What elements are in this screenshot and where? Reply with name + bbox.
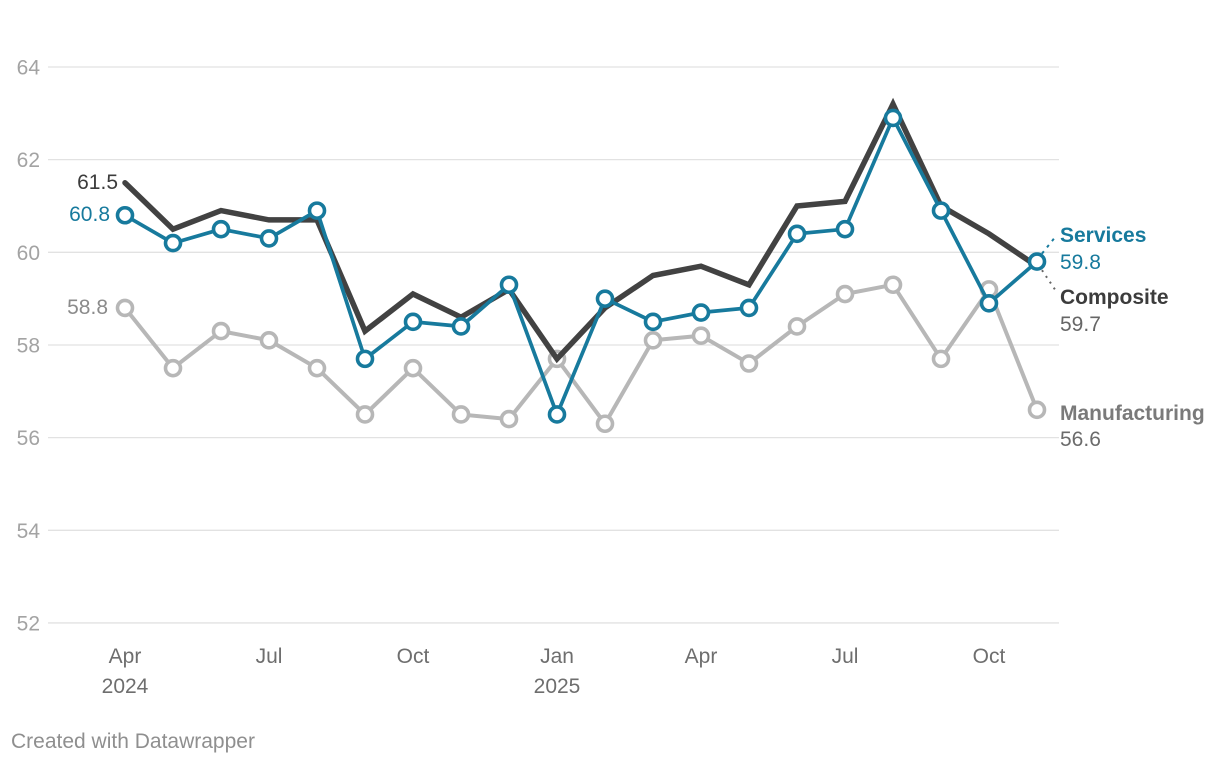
composite-label-leader-line bbox=[1041, 269, 1057, 292]
manufacturing-point-jul-2025[interactable] bbox=[835, 284, 855, 304]
manufacturing-point-apr-2024[interactable] bbox=[115, 298, 135, 318]
services-point-apr-2025[interactable] bbox=[691, 303, 711, 322]
x-tick-label-jul-15: Jul bbox=[832, 645, 859, 668]
services-point-oct-2025[interactable] bbox=[979, 293, 999, 313]
manufacturing-point-may-2025[interactable] bbox=[739, 354, 759, 373]
services-point-aug-2024[interactable] bbox=[307, 201, 327, 220]
composite-start-value-label: 61.5 bbox=[77, 171, 118, 194]
services-point-jun-2024[interactable] bbox=[211, 219, 231, 239]
services-point-aug-2025[interactable] bbox=[883, 108, 903, 128]
y-tick-label-54: 54 bbox=[17, 520, 41, 543]
services-series-label: Services bbox=[1060, 224, 1147, 247]
manufacturing-point-oct-2024[interactable] bbox=[403, 358, 423, 378]
y-tick-label-52: 52 bbox=[17, 612, 40, 635]
manufacturing-point-apr-2025[interactable] bbox=[691, 326, 711, 346]
services-point-nov-2024[interactable] bbox=[451, 317, 471, 336]
services-point-nov-2025[interactable] bbox=[1027, 252, 1047, 271]
services-point-dec-2024[interactable] bbox=[499, 275, 519, 295]
manufacturing-point-mar-2025[interactable] bbox=[643, 331, 663, 350]
services-point-jun-2025[interactable] bbox=[787, 224, 807, 244]
x-tick-label-jan-9: Jan bbox=[540, 645, 574, 668]
manufacturing-point-jul-2024[interactable] bbox=[259, 331, 279, 350]
manufacturing-point-feb-2025[interactable] bbox=[595, 414, 615, 434]
manufacturing-point-sep-2024[interactable] bbox=[355, 405, 375, 424]
x-tick-label-apr-12: Apr bbox=[685, 645, 718, 668]
services-point-mar-2025[interactable] bbox=[643, 312, 663, 332]
services-point-oct-2024[interactable] bbox=[403, 312, 423, 332]
services-point-jan-2025[interactable] bbox=[547, 405, 567, 424]
x-tick-year-label-2024: 2024 bbox=[102, 675, 149, 698]
manufacturing-point-aug-2024[interactable] bbox=[307, 358, 327, 378]
composite-end-value-label: 59.7 bbox=[1060, 313, 1101, 336]
datawrapper-credit-link[interactable]: Created with Datawrapper bbox=[11, 730, 255, 753]
services-point-feb-2025[interactable] bbox=[595, 289, 615, 308]
services-point-may-2024[interactable] bbox=[163, 233, 183, 253]
services-start-value-label: 60.8 bbox=[69, 203, 110, 226]
manufacturing-point-nov-2024[interactable] bbox=[451, 405, 471, 424]
manufacturing-point-aug-2025[interactable] bbox=[883, 275, 903, 295]
y-tick-label-62: 62 bbox=[17, 149, 40, 172]
y-tick-label-64: 64 bbox=[17, 57, 41, 80]
manufacturing-point-nov-2025[interactable] bbox=[1027, 400, 1047, 420]
composite-series-label: Composite bbox=[1060, 286, 1169, 309]
manufacturing-series-label: Manufacturing bbox=[1060, 402, 1205, 425]
y-tick-label-58: 58 bbox=[17, 334, 40, 357]
services-point-jul-2024[interactable] bbox=[259, 229, 279, 248]
x-tick-year-label-2025: 2025 bbox=[534, 675, 581, 698]
services-point-apr-2024[interactable] bbox=[115, 205, 135, 225]
y-tick-label-56: 56 bbox=[17, 427, 40, 450]
x-tick-label-jul-3: Jul bbox=[256, 645, 283, 668]
y-tick-label-60: 60 bbox=[17, 242, 40, 265]
manufacturing-start-value-label: 58.8 bbox=[67, 296, 108, 319]
services-end-value-label: 59.8 bbox=[1060, 251, 1101, 274]
composite-line bbox=[122, 97, 1040, 364]
services-point-jul-2025[interactable] bbox=[835, 219, 855, 239]
manufacturing-end-value-label: 56.6 bbox=[1060, 428, 1101, 451]
manufacturing-point-jun-2024[interactable] bbox=[211, 321, 231, 341]
x-tick-label-apr-0: Apr bbox=[109, 645, 142, 668]
manufacturing-point-sep-2025[interactable] bbox=[931, 349, 951, 369]
manufacturing-point-may-2024[interactable] bbox=[163, 358, 183, 378]
services-point-sep-2025[interactable] bbox=[931, 201, 951, 220]
x-tick-label-oct-6: Oct bbox=[397, 645, 430, 668]
services-point-may-2025[interactable] bbox=[739, 298, 759, 318]
manufacturing-point-jun-2025[interactable] bbox=[787, 317, 807, 336]
manufacturing-point-dec-2024[interactable] bbox=[499, 409, 519, 429]
services-point-sep-2024[interactable] bbox=[355, 349, 375, 369]
services-label-leader-line bbox=[1041, 235, 1057, 255]
x-tick-label-oct-18: Oct bbox=[973, 645, 1006, 668]
services-line bbox=[123, 113, 1039, 420]
